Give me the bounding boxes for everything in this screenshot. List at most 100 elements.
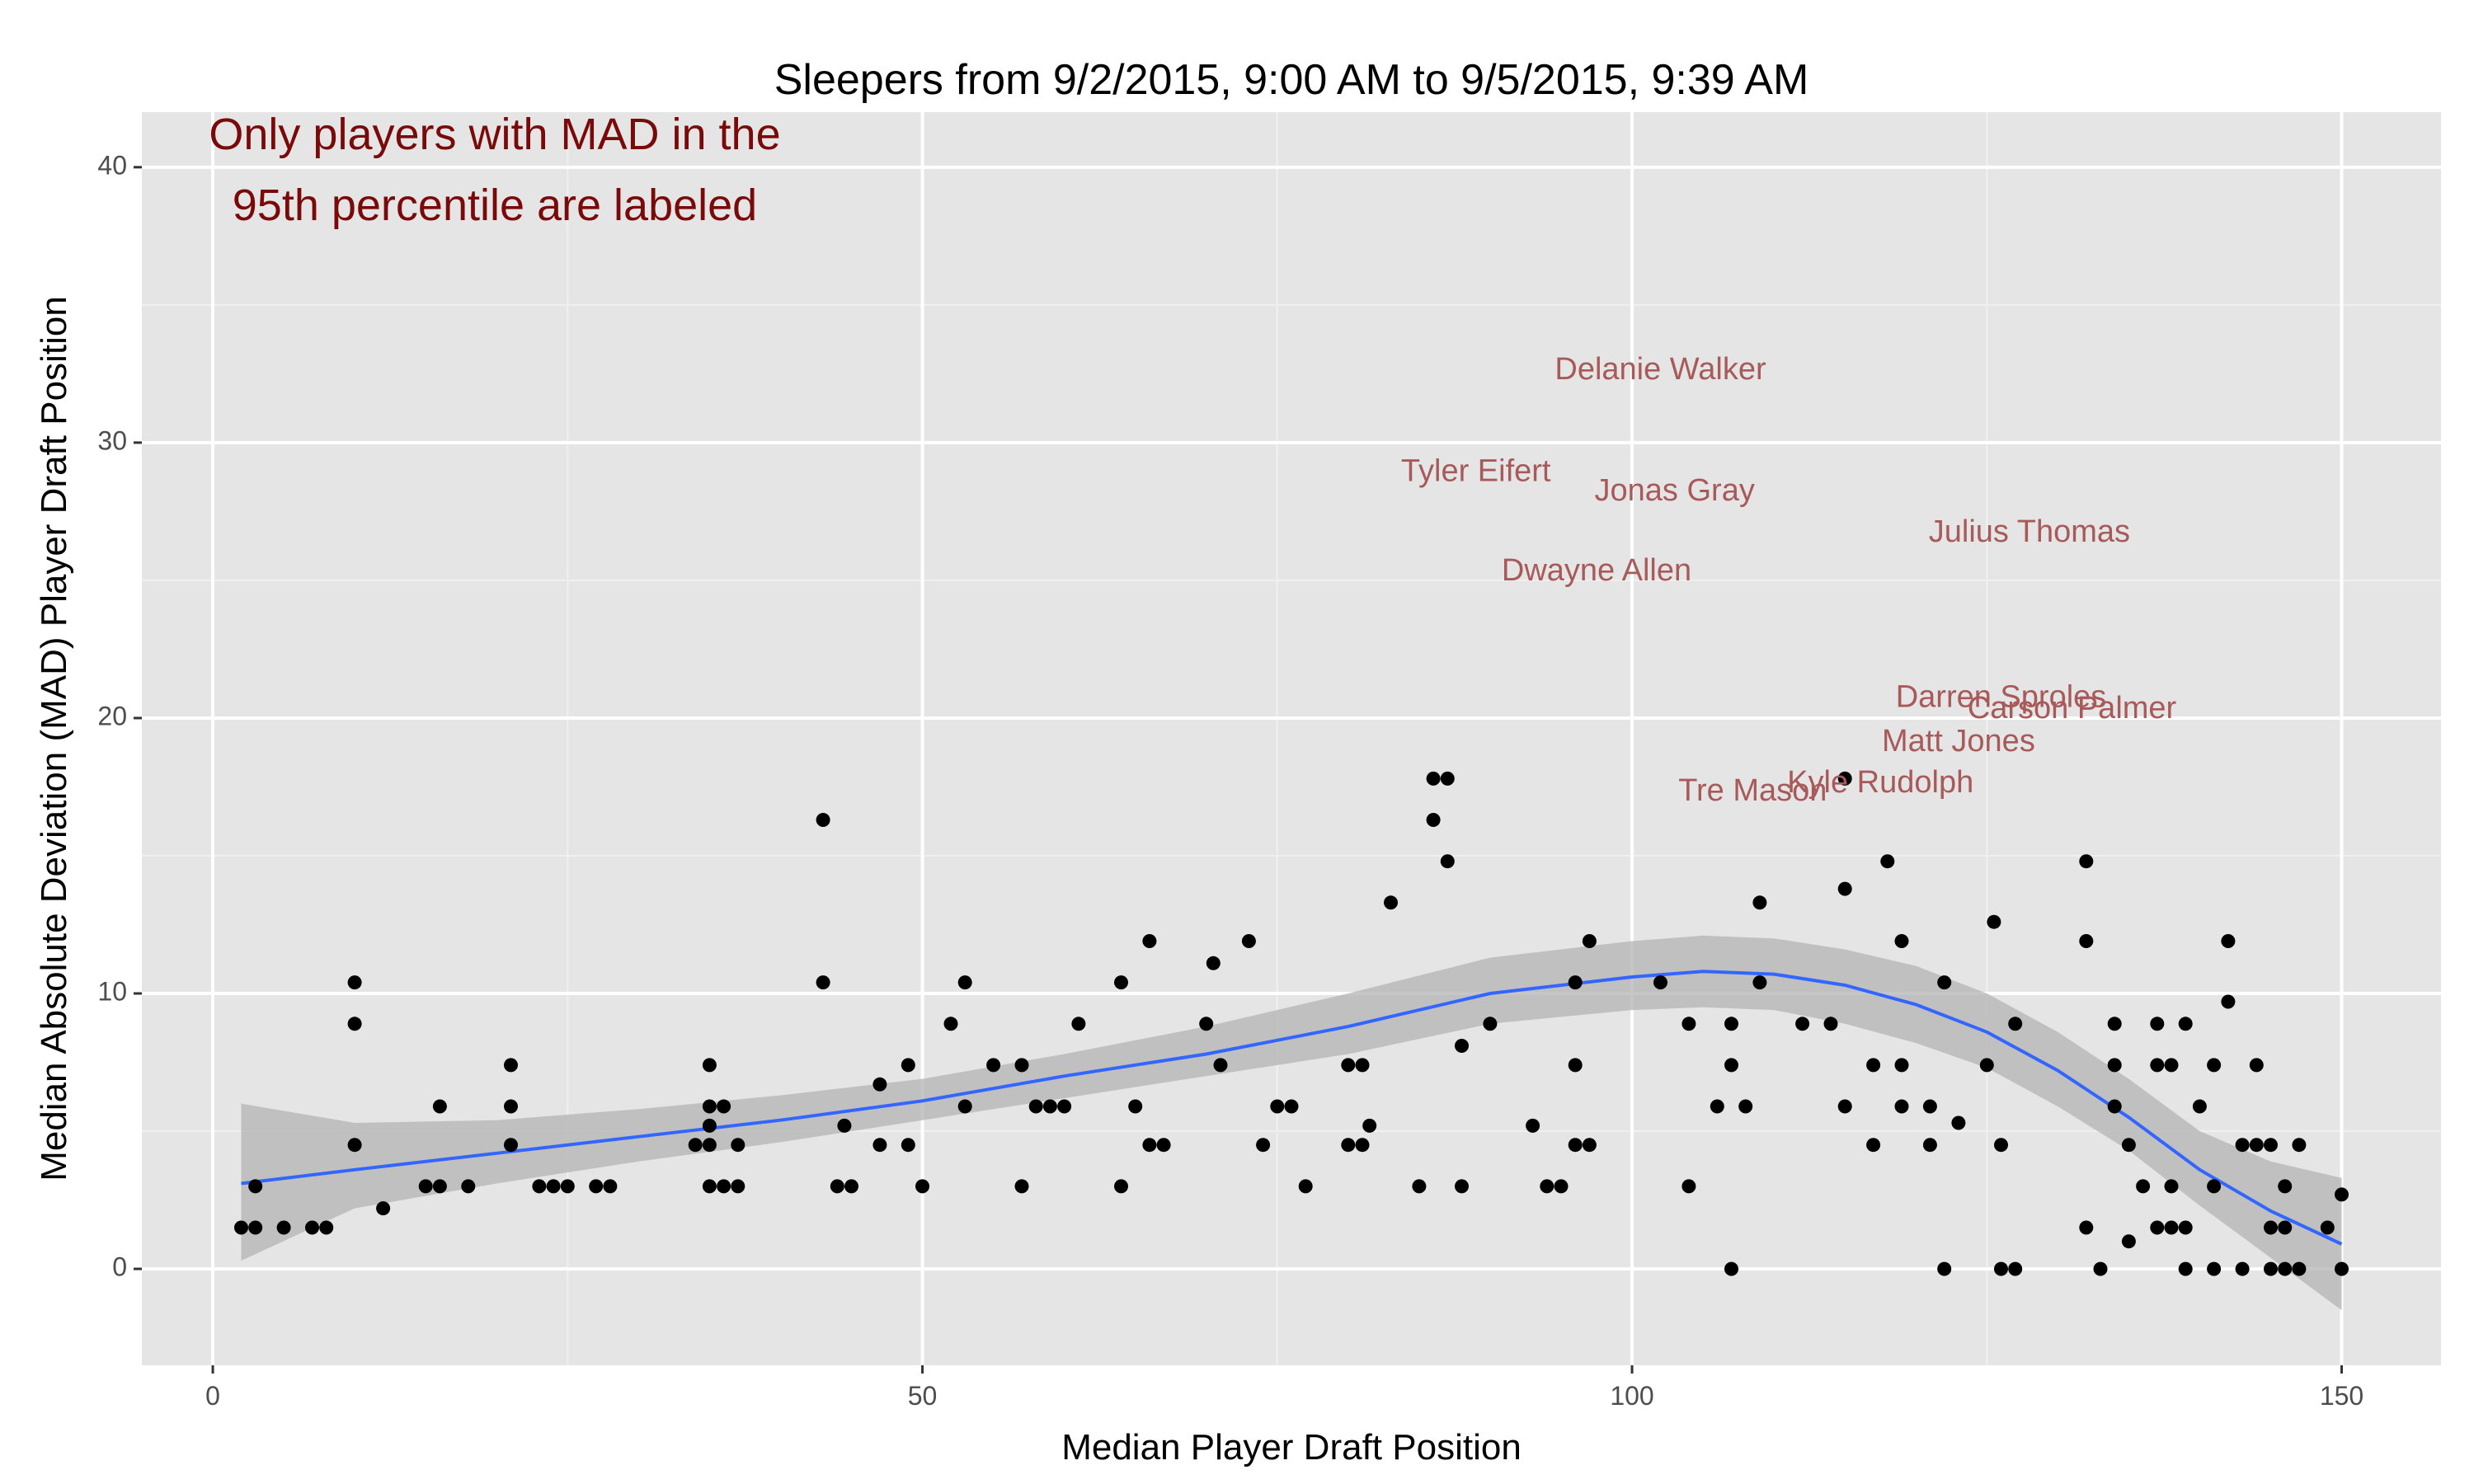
smooth-line xyxy=(241,970,2343,1246)
data-point xyxy=(1362,1118,1377,1133)
data-point xyxy=(1455,1039,1469,1053)
data-point xyxy=(1455,1179,1469,1194)
data-point xyxy=(2150,1017,2165,1031)
data-point xyxy=(717,1179,731,1194)
data-point xyxy=(2164,1179,2179,1194)
data-point xyxy=(2221,934,2236,948)
data-point xyxy=(2008,1261,2023,1276)
x-axis-title: Median Player Draft Position xyxy=(1061,1427,1522,1468)
data-point xyxy=(731,1138,745,1153)
data-point xyxy=(1412,1179,1427,1194)
data-point xyxy=(1937,975,1952,990)
data-point xyxy=(702,1118,717,1133)
data-point xyxy=(1937,1261,1952,1276)
x-tick-label: 0 xyxy=(205,1381,220,1411)
data-point xyxy=(1540,1179,1554,1194)
player-label: Carson Palmer xyxy=(1968,691,2177,726)
data-point xyxy=(234,1220,248,1235)
confidence-ribbon xyxy=(241,935,2342,1311)
data-point xyxy=(1014,1058,1029,1073)
data-point xyxy=(347,1017,362,1031)
annotation-line-1: Only players with MAD in the xyxy=(209,110,780,159)
data-point xyxy=(2192,1099,2207,1114)
data-point xyxy=(2249,1058,2264,1073)
data-point xyxy=(1681,1179,1696,1194)
data-point xyxy=(816,975,830,990)
data-point xyxy=(1071,1017,1086,1031)
data-point xyxy=(957,975,972,990)
data-point xyxy=(702,1058,717,1073)
player-label: Dwayne Allen xyxy=(1502,553,1691,588)
data-point xyxy=(1554,1179,1569,1194)
data-point xyxy=(461,1179,476,1194)
data-point xyxy=(1042,1099,1057,1114)
y-tick-label: 20 xyxy=(97,701,127,730)
data-point xyxy=(1582,1138,1597,1153)
major-grid xyxy=(142,112,2441,1365)
data-point xyxy=(1384,895,1398,910)
data-point xyxy=(1440,771,1455,786)
data-point xyxy=(986,1058,1001,1073)
data-point xyxy=(2278,1220,2293,1235)
data-point xyxy=(2278,1261,2293,1276)
data-point xyxy=(731,1179,745,1194)
data-point xyxy=(1724,1058,1738,1073)
data-point xyxy=(2178,1261,2193,1276)
data-point xyxy=(1284,1099,1299,1114)
data-point xyxy=(305,1220,319,1235)
data-point xyxy=(504,1138,518,1153)
data-point xyxy=(1142,1138,1157,1153)
data-point xyxy=(2292,1138,2307,1153)
data-point xyxy=(915,1179,929,1194)
y-tick-label: 30 xyxy=(97,425,127,455)
data-point xyxy=(688,1138,703,1153)
data-point xyxy=(872,1138,887,1153)
data-points xyxy=(234,771,2349,1276)
data-point xyxy=(2235,1261,2250,1276)
data-point xyxy=(1440,854,1455,869)
data-point xyxy=(1526,1118,1540,1133)
data-point xyxy=(702,1099,717,1114)
data-point xyxy=(2278,1179,2293,1194)
data-point xyxy=(2008,1017,2023,1031)
data-point xyxy=(1922,1138,1937,1153)
data-point xyxy=(1724,1017,1738,1031)
data-point xyxy=(2207,1058,2222,1073)
data-point xyxy=(1028,1099,1043,1114)
data-point xyxy=(2164,1220,2179,1235)
data-point xyxy=(432,1099,447,1114)
data-point xyxy=(2221,994,2236,1009)
data-point xyxy=(1738,1099,1753,1114)
data-point xyxy=(1142,934,1157,948)
data-point xyxy=(1568,1138,1583,1153)
data-point xyxy=(702,1179,717,1194)
data-point xyxy=(2249,1138,2264,1153)
data-point xyxy=(1866,1138,1881,1153)
x-tick-label: 50 xyxy=(908,1381,938,1411)
y-tick-label: 40 xyxy=(97,150,127,180)
data-point xyxy=(1128,1099,1143,1114)
data-point xyxy=(1894,1099,1909,1114)
data-point xyxy=(248,1220,263,1235)
data-point xyxy=(2178,1017,2193,1031)
data-point xyxy=(1994,1261,2008,1276)
annotation-line-2: 95th percentile are labeled xyxy=(233,181,757,230)
player-label: Kyle Rudolph xyxy=(1787,765,1973,800)
data-point xyxy=(1987,914,2001,929)
data-point xyxy=(957,1099,972,1114)
data-point xyxy=(532,1179,547,1194)
data-point xyxy=(816,813,830,827)
data-point xyxy=(1653,975,1667,990)
data-point xyxy=(2264,1220,2278,1235)
data-point xyxy=(1866,1058,1881,1073)
y-tick-label: 10 xyxy=(97,976,127,1006)
player-label: Jonas Gray xyxy=(1595,473,1755,508)
data-point xyxy=(1979,1058,1994,1073)
data-point xyxy=(2136,1179,2151,1194)
data-point xyxy=(2335,1261,2349,1276)
data-point xyxy=(2264,1261,2278,1276)
data-point xyxy=(2121,1138,2136,1153)
data-point xyxy=(2335,1187,2349,1202)
data-point xyxy=(1270,1099,1285,1114)
